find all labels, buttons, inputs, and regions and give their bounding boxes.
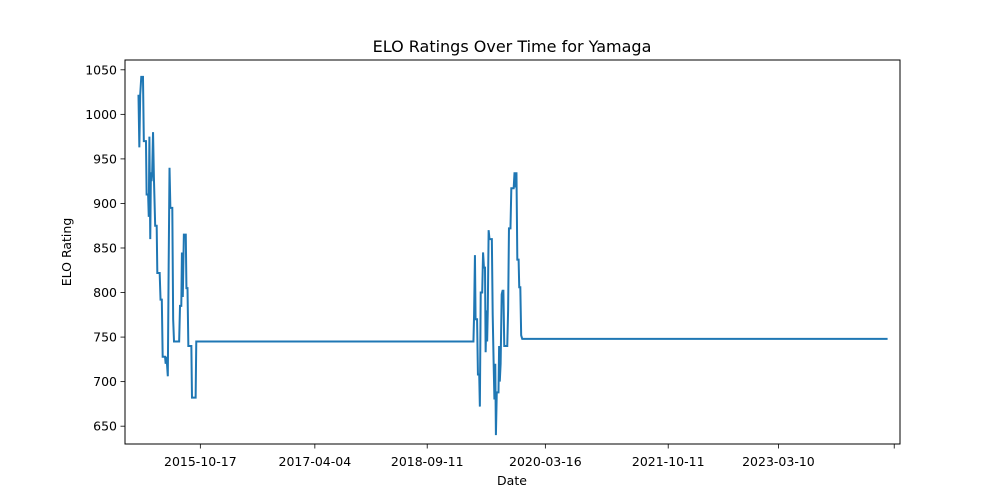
y-tick-label: 850 [93, 240, 117, 255]
plot-area [137, 75, 888, 436]
y-tick-label: 950 [93, 151, 117, 166]
y-tick-label: 1050 [85, 62, 117, 77]
y-tick-label: 700 [93, 374, 117, 389]
y-tick-label: 1000 [85, 107, 117, 122]
series-line-0 [137, 75, 888, 436]
y-axis-title: ELO Rating [59, 218, 74, 287]
y-tick-label: 800 [93, 285, 117, 300]
x-tick-label: 2020-03-16 [509, 454, 582, 469]
y-axis: 650 700 750 800 850 900 950 1000 1050 [85, 62, 125, 434]
plot-frame [124, 59, 901, 445]
y-tick-label: 900 [93, 196, 117, 211]
x-tick-label: 2017-04-04 [279, 454, 352, 469]
x-axis-title: Date [497, 473, 527, 488]
x-axis: 2015-10-17 2017-04-04 2018-09-11 2020-03-16… [164, 444, 895, 469]
x-tick-label: 2021-10-11 [632, 454, 705, 469]
y-tick-label: 750 [93, 330, 117, 345]
x-tick-label: 2023-03-10 [742, 454, 815, 469]
x-tick-label: 2018-09-11 [391, 454, 464, 469]
y-tick-label: 650 [93, 419, 117, 434]
x-tick-label: 2015-10-17 [164, 454, 237, 469]
chart-title: ELO Ratings Over Time for Yamaga [373, 37, 652, 56]
